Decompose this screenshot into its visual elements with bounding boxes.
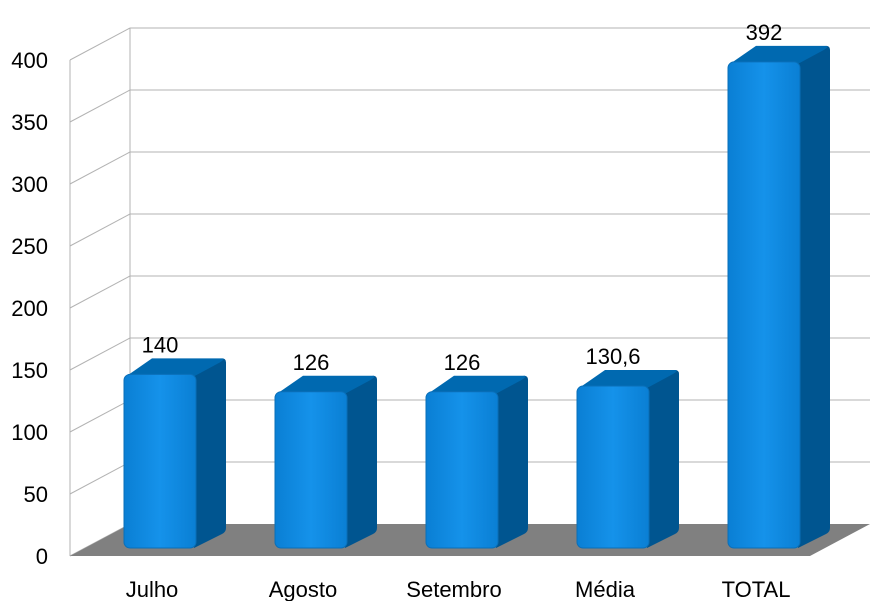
y-tick-label: 50: [24, 482, 48, 507]
y-tick-label: 0: [36, 544, 48, 569]
bar-side-face: [647, 370, 679, 548]
bar: [123, 358, 226, 549]
bar-top-face: [126, 358, 224, 377]
bar-top-face: [277, 375, 375, 394]
bars: [123, 45, 830, 549]
bar-top-face: [579, 370, 677, 389]
gridline-wall: [69, 275, 131, 309]
gridline-wall: [69, 399, 131, 433]
y-tick-label: 350: [11, 110, 48, 135]
y-tick-label: 400: [11, 48, 48, 73]
x-tick-label: Agosto: [269, 577, 338, 601]
bar: [576, 370, 679, 549]
y-tick-label: 200: [11, 296, 48, 321]
x-axis-tick-labels: Julho Agosto Setembro Média TOTAL: [126, 577, 791, 601]
bar-front-face: [727, 61, 801, 549]
y-tick-label: 300: [11, 172, 48, 197]
gridline-wall: [69, 27, 131, 61]
bar-top-face: [730, 45, 828, 64]
x-tick-label: TOTAL: [722, 577, 791, 601]
gridline-wall: [69, 151, 131, 185]
bar-front-face: [123, 373, 197, 549]
y-tick-label: 100: [11, 420, 48, 445]
bar-front-face: [425, 391, 499, 549]
gridline-wall: [69, 213, 131, 247]
bar: [274, 375, 377, 549]
data-label: 140: [142, 332, 179, 357]
y-tick-label: 150: [11, 358, 48, 383]
x-tick-label: Julho: [126, 577, 179, 601]
data-label: 126: [293, 350, 330, 375]
gridline-wall: [69, 337, 131, 371]
bar-side-face: [345, 375, 377, 548]
x-tick-label: Média: [575, 577, 636, 601]
data-labels: 140 126 126 130,6 392: [142, 20, 783, 375]
data-label: 126: [444, 350, 481, 375]
bar-side-face: [496, 375, 528, 548]
bar: [425, 375, 528, 549]
y-tick-label: 250: [11, 234, 48, 259]
y-axis-tick-labels: 0 50 100 150 200 250 300 350 400: [11, 48, 48, 569]
bar-front-face: [576, 385, 650, 549]
data-label: 392: [746, 20, 783, 45]
bar-side-face: [194, 358, 226, 548]
gridline-wall: [69, 461, 131, 495]
bar-front-face: [274, 391, 348, 549]
bar-top-face: [428, 375, 526, 394]
bar-side-face: [798, 45, 830, 549]
x-tick-label: Setembro: [406, 577, 501, 601]
bar: [727, 45, 830, 549]
gridline-wall: [69, 89, 131, 123]
data-label: 130,6: [585, 344, 640, 369]
